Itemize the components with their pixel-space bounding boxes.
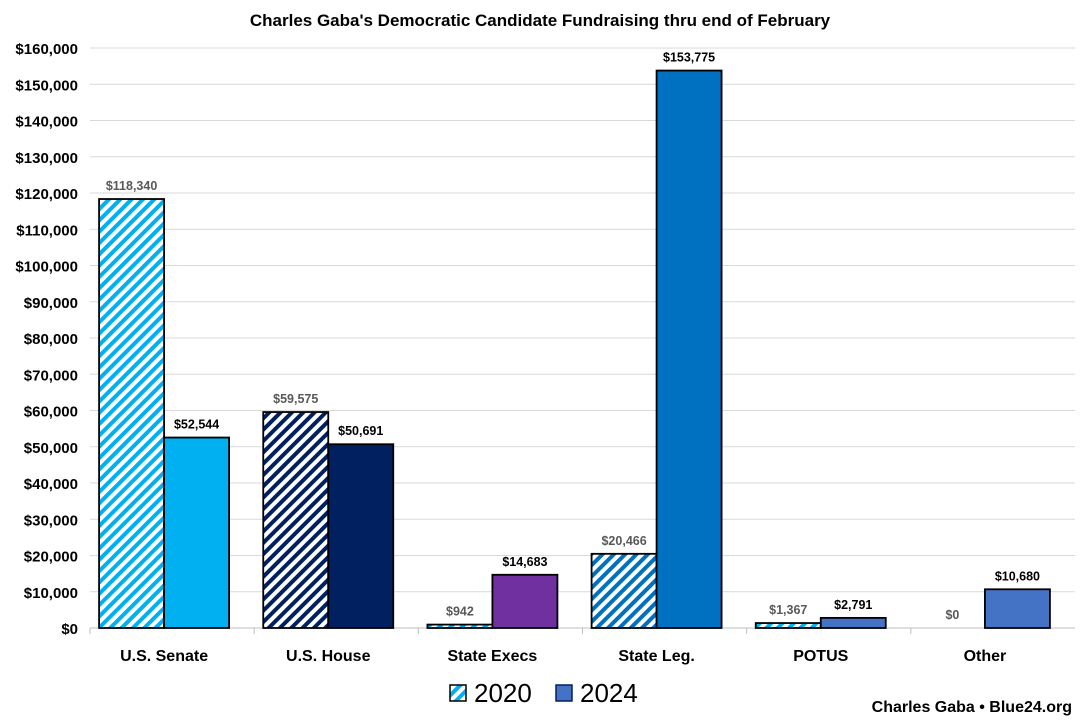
data-label: $52,544 [174,418,219,432]
chart-title: Charles Gaba's Democratic Candidate Fund… [250,11,831,30]
data-label: $942 [446,605,474,619]
x-tick-label: U.S. House [286,648,371,665]
y-tick-label: $60,000 [24,404,78,421]
y-tick-label: $90,000 [24,295,78,312]
bar-2024 [163,436,230,629]
bar-2024 [655,69,723,629]
bar-2024 [819,616,887,629]
y-tick-label: $80,000 [24,331,78,348]
bar-2024 [327,443,395,629]
data-label: $20,466 [601,534,646,548]
x-tick-label: Other [964,648,1007,665]
bar-2020 [262,411,330,629]
y-tick-label: $10,000 [24,585,78,602]
y-tick-label: $50,000 [24,440,78,457]
legend-label: 2020 [474,678,532,708]
bar-2020 [754,622,822,629]
y-tick-label: $40,000 [24,476,78,493]
credit-text: Charles Gaba • Blue24.org [872,699,1072,716]
data-label: $10,680 [995,569,1040,583]
x-tick-label: State Execs [447,648,537,665]
bar-2024 [984,588,1051,629]
y-tick-label: $130,000 [15,150,78,167]
bar-2020 [426,623,494,629]
y-tick-label: $110,000 [16,222,78,239]
x-tick-label: POTUS [793,648,848,665]
data-label: $14,683 [502,555,547,569]
y-tick-label: $30,000 [24,512,78,529]
data-label: $118,340 [106,179,157,193]
y-tick-label: $70,000 [24,367,78,384]
bar-2020 [590,552,658,629]
data-label: $0 [945,608,959,622]
x-tick-label: State Leg. [618,648,694,665]
legend-label: 2024 [580,678,638,708]
data-label: $153,775 [663,51,715,65]
legend-swatch-2020 [449,684,467,702]
x-tick-label: U.S. Senate [120,648,208,665]
y-tick-label: $150,000 [15,77,78,94]
y-tick-label: $100,000 [15,259,78,276]
legend-swatch-2024 [555,684,573,702]
data-label: $2,791 [834,598,872,612]
bar-2024 [491,573,559,629]
data-label: $1,367 [769,603,807,617]
y-tick-label: $160,000 [15,41,78,58]
y-tick-label: $20,000 [24,549,78,566]
y-tick-label: $0 [61,621,78,638]
bar-2020 [98,198,165,629]
data-label: $50,691 [338,424,383,438]
data-label: $59,575 [273,392,318,406]
y-tick-label: $120,000 [15,186,78,203]
y-tick-label: $140,000 [15,114,78,131]
